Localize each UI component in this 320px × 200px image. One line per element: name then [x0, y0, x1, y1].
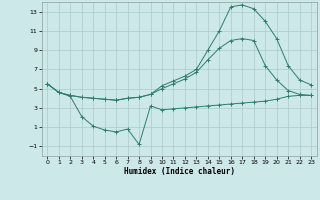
X-axis label: Humidex (Indice chaleur): Humidex (Indice chaleur): [124, 167, 235, 176]
